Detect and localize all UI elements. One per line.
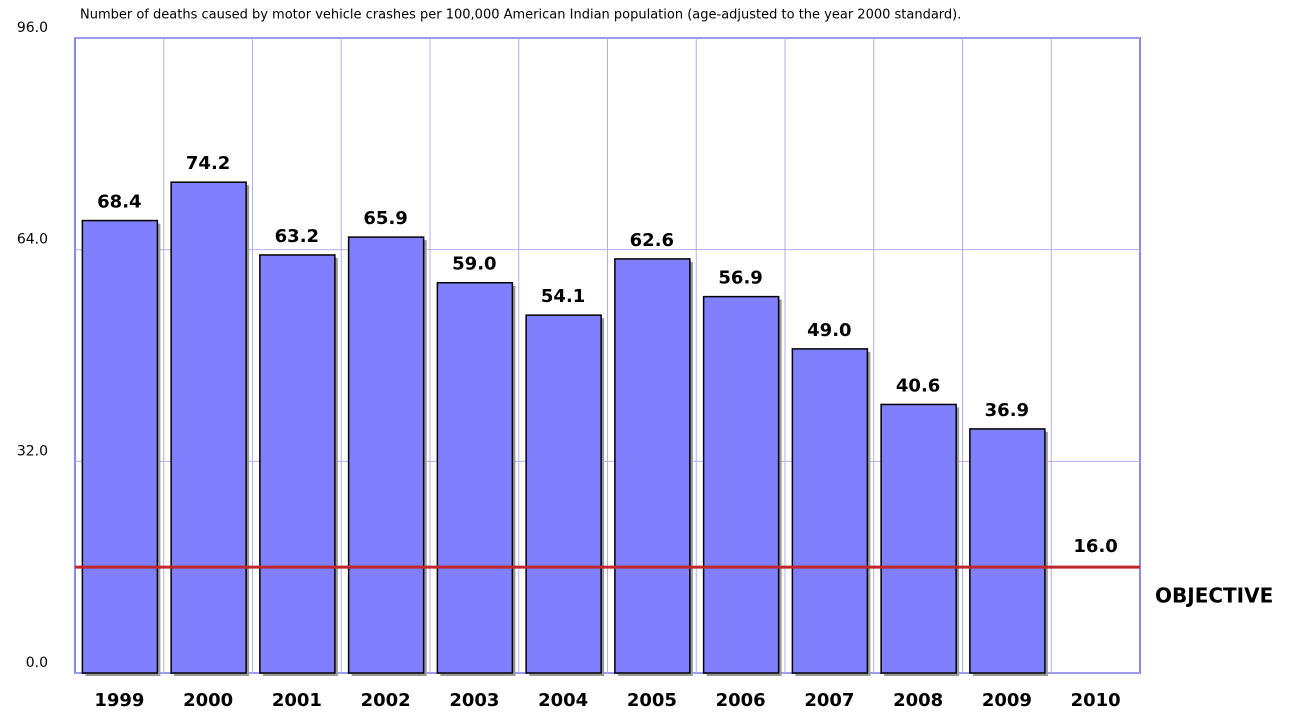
- value-label: 49.0: [807, 320, 851, 341]
- bar: [614, 258, 691, 674]
- x-tick-label: 2004: [538, 690, 588, 711]
- x-tick-label: 2006: [716, 690, 766, 711]
- value-label: 54.1: [541, 286, 585, 307]
- value-label: 40.6: [896, 375, 940, 396]
- bar: [791, 348, 869, 674]
- x-tick-label: 2009: [982, 690, 1032, 711]
- x-tick-label: 2002: [361, 690, 411, 711]
- objective-value-label: 16.0: [1073, 536, 1117, 557]
- x-tick-label: 1999: [94, 690, 144, 711]
- x-tick-label: 2005: [627, 690, 677, 711]
- bar: [170, 181, 247, 674]
- objective-label: OBJECTIVE: [1155, 584, 1273, 608]
- y-tick-label: 0.0: [26, 655, 48, 671]
- value-label: 65.9: [363, 208, 407, 229]
- bar: [969, 428, 1046, 674]
- value-label: 56.9: [718, 268, 762, 289]
- bar: [702, 295, 780, 674]
- y-tick-label: 96.0: [17, 20, 48, 36]
- bar: [347, 236, 425, 674]
- bar: [436, 281, 514, 674]
- x-tick-label: 2003: [449, 690, 499, 711]
- bar: [880, 403, 957, 674]
- value-label: 62.6: [630, 230, 674, 251]
- bar: [259, 254, 336, 674]
- bar: [81, 219, 159, 674]
- bar: [525, 314, 602, 674]
- y-tick-label: 64.0: [17, 232, 48, 248]
- x-tick-label: 2010: [1071, 690, 1121, 711]
- y-tick-label: 32.0: [17, 443, 48, 459]
- value-label: 68.4: [97, 192, 141, 213]
- value-label: 59.0: [452, 254, 496, 275]
- x-tick-label: 2007: [804, 690, 854, 711]
- value-label: 74.2: [186, 153, 230, 174]
- x-tick-label: 2000: [183, 690, 233, 711]
- x-tick-label: 2001: [272, 690, 322, 711]
- x-tick-label: 2008: [893, 690, 943, 711]
- value-label: 36.9: [985, 400, 1029, 421]
- chart-title: Number of deaths caused by motor vehicle…: [80, 8, 961, 23]
- value-label: 63.2: [275, 226, 319, 247]
